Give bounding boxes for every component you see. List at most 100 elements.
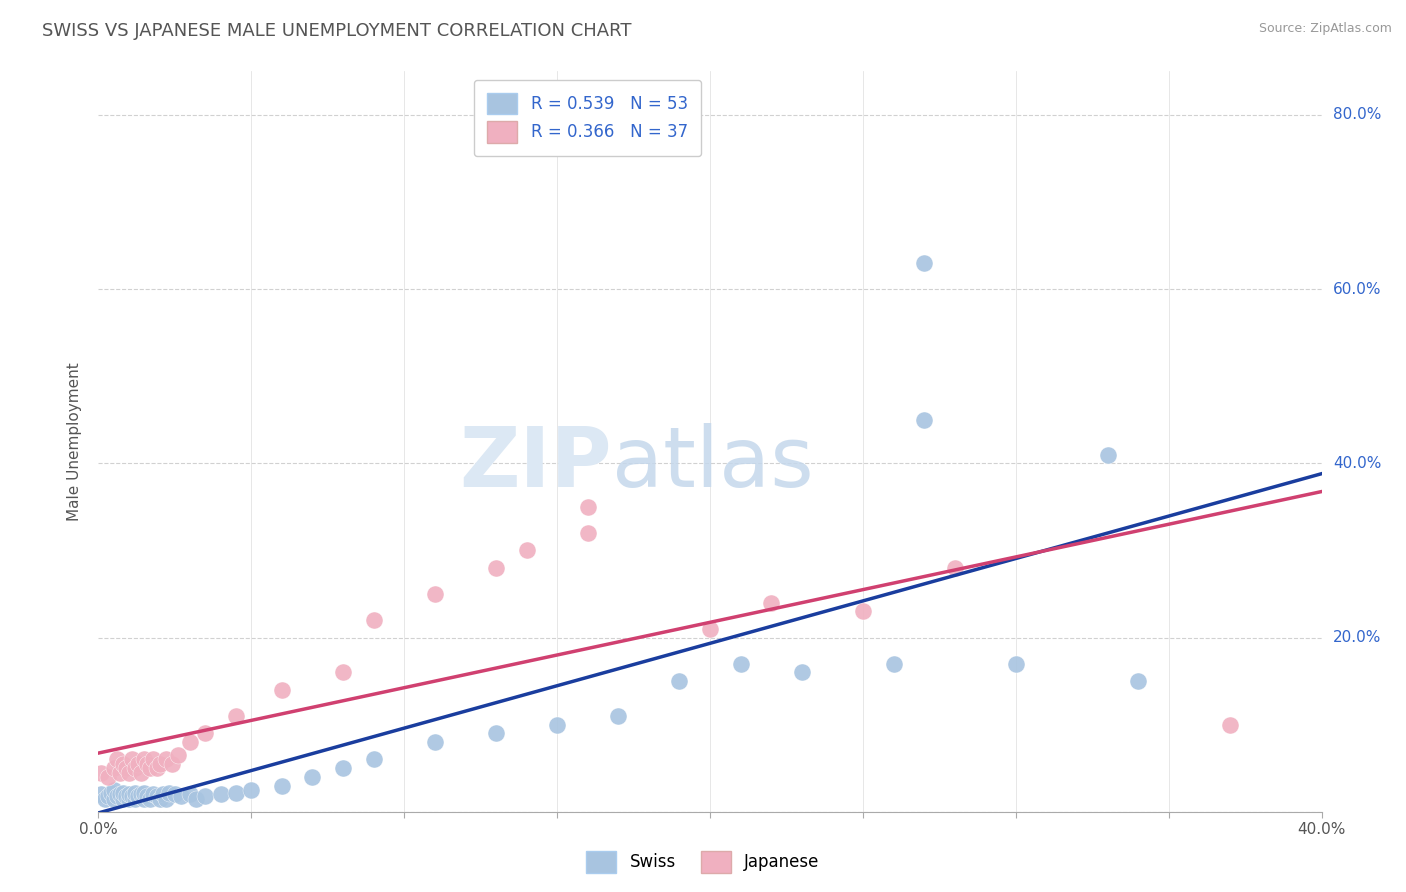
Point xyxy=(136,756,159,771)
Point xyxy=(790,665,813,680)
Text: 20.0%: 20.0% xyxy=(1333,630,1381,645)
Point xyxy=(576,500,599,514)
Point xyxy=(142,787,165,801)
Point xyxy=(90,765,112,780)
Point xyxy=(170,789,193,803)
Point xyxy=(668,674,690,689)
Point xyxy=(485,726,508,740)
Point xyxy=(179,787,201,801)
Point xyxy=(103,783,125,797)
Point xyxy=(142,752,165,766)
Point xyxy=(111,786,134,800)
Point xyxy=(90,787,112,801)
Point xyxy=(139,791,162,805)
Point xyxy=(363,752,385,766)
Legend: Swiss, Japanese: Swiss, Japanese xyxy=(579,845,827,880)
Point xyxy=(699,622,721,636)
Point xyxy=(124,761,146,775)
Point xyxy=(1219,717,1241,731)
Point xyxy=(209,787,232,801)
Point xyxy=(136,789,159,803)
Point xyxy=(134,791,156,805)
Point xyxy=(423,735,446,749)
Point xyxy=(546,717,568,731)
Legend: R = 0.539   N = 53, R = 0.366   N = 37: R = 0.539 N = 53, R = 0.366 N = 37 xyxy=(474,79,702,156)
Point xyxy=(225,786,247,800)
Point xyxy=(121,752,143,766)
Point xyxy=(155,791,177,805)
Point xyxy=(883,657,905,671)
Point xyxy=(145,789,167,803)
Point xyxy=(118,791,141,805)
Point xyxy=(103,761,125,775)
Y-axis label: Male Unemployment: Male Unemployment xyxy=(67,362,83,521)
Point xyxy=(194,789,217,803)
Point xyxy=(1004,657,1026,671)
Point xyxy=(332,761,354,775)
Point xyxy=(759,596,782,610)
Text: ZIP: ZIP xyxy=(460,423,612,504)
Point xyxy=(179,735,201,749)
Point xyxy=(240,783,263,797)
Point xyxy=(852,604,875,618)
Point xyxy=(485,561,508,575)
Point xyxy=(160,756,183,771)
Point xyxy=(145,761,167,775)
Text: SWISS VS JAPANESE MALE UNEMPLOYMENT CORRELATION CHART: SWISS VS JAPANESE MALE UNEMPLOYMENT CORR… xyxy=(42,22,631,40)
Point xyxy=(363,613,385,627)
Point xyxy=(108,787,131,801)
Text: 60.0%: 60.0% xyxy=(1333,282,1381,297)
Point xyxy=(134,786,156,800)
Point xyxy=(270,779,292,793)
Text: 80.0%: 80.0% xyxy=(1333,107,1381,122)
Point xyxy=(111,756,134,771)
Point xyxy=(115,789,138,803)
Point xyxy=(149,756,172,771)
Text: Source: ZipAtlas.com: Source: ZipAtlas.com xyxy=(1258,22,1392,36)
Point xyxy=(1097,448,1119,462)
Point xyxy=(127,756,149,771)
Point xyxy=(943,561,966,575)
Point xyxy=(576,526,599,541)
Point xyxy=(127,789,149,803)
Point xyxy=(423,587,446,601)
Point xyxy=(124,791,146,805)
Point xyxy=(97,770,120,784)
Point xyxy=(124,786,146,800)
Point xyxy=(134,752,156,766)
Point xyxy=(270,682,292,697)
Point xyxy=(139,761,162,775)
Point xyxy=(129,787,152,801)
Point xyxy=(97,789,120,803)
Point xyxy=(105,789,128,803)
Point xyxy=(111,791,134,805)
Point xyxy=(108,765,131,780)
Point xyxy=(516,543,538,558)
Point xyxy=(163,787,186,801)
Point xyxy=(121,789,143,803)
Point xyxy=(129,765,152,780)
Point xyxy=(912,256,935,270)
Point xyxy=(155,752,177,766)
Text: 40.0%: 40.0% xyxy=(1333,456,1381,471)
Point xyxy=(152,787,174,801)
Point xyxy=(149,791,172,805)
Point xyxy=(157,786,180,800)
Point xyxy=(730,657,752,671)
Point xyxy=(225,709,247,723)
Text: atlas: atlas xyxy=(612,423,814,504)
Point xyxy=(332,665,354,680)
Point xyxy=(186,791,208,805)
Point xyxy=(100,786,122,800)
Point xyxy=(118,787,141,801)
Point xyxy=(118,765,141,780)
Point xyxy=(301,770,323,784)
Point xyxy=(103,791,125,805)
Point xyxy=(167,748,190,763)
Point xyxy=(105,752,128,766)
Point xyxy=(1128,674,1150,689)
Point xyxy=(912,413,935,427)
Point xyxy=(194,726,217,740)
Point xyxy=(115,761,138,775)
Point xyxy=(607,709,630,723)
